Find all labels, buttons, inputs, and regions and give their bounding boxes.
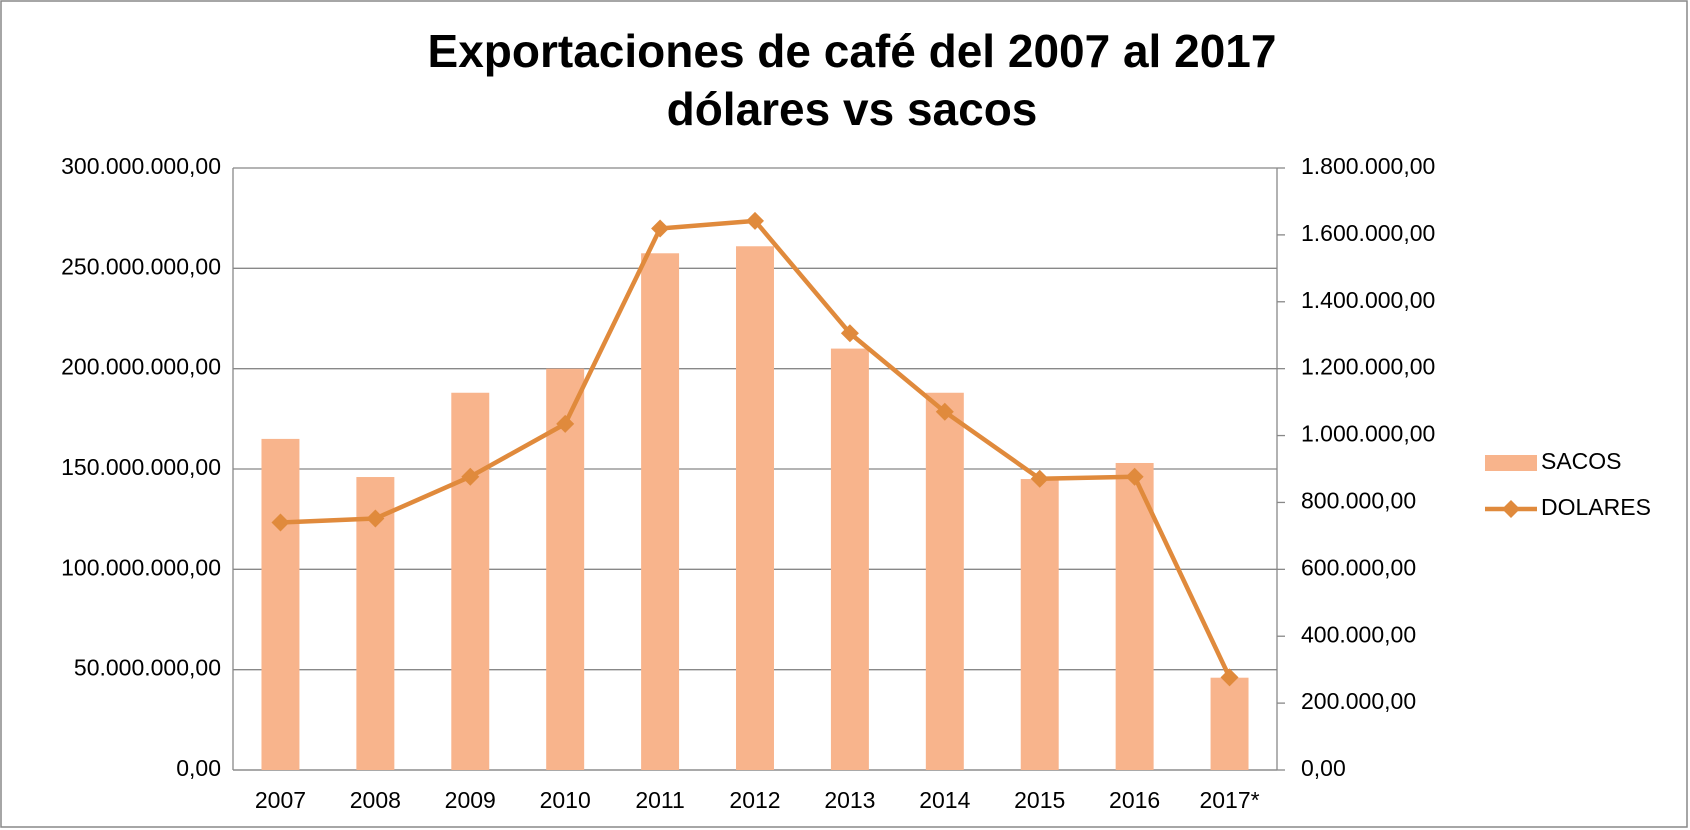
y-tick-label: 100.000.000,00 xyxy=(61,554,221,580)
x-tick-label: 2007 xyxy=(255,787,306,813)
marker xyxy=(271,513,290,532)
legend-label: DOLARES xyxy=(1541,494,1651,520)
marker xyxy=(1220,668,1239,687)
bar xyxy=(736,246,774,770)
bar xyxy=(261,438,300,770)
bar xyxy=(1115,462,1154,770)
bar xyxy=(1020,479,1059,770)
y2-tick-label: 200.000,00 xyxy=(1301,688,1416,714)
bar xyxy=(830,348,869,770)
marker xyxy=(935,402,954,421)
y2-tick-label: 1.200.000,00 xyxy=(1301,354,1435,380)
legend-label: SACOS xyxy=(1541,448,1622,474)
y2-tick-label: 600.000,00 xyxy=(1301,554,1416,580)
x-tick-label: 2012 xyxy=(729,787,780,813)
y2-tick-label: 1.600.000,00 xyxy=(1301,220,1435,246)
marker xyxy=(840,324,859,343)
y2-tick-label: 1.800.000,00 xyxy=(1301,153,1435,179)
y-tick-label: 150.000.000,00 xyxy=(61,454,221,480)
x-tick-label: 2014 xyxy=(919,787,970,813)
y-tick-label: 50.000.000,00 xyxy=(74,655,221,681)
x-tick-label: 2013 xyxy=(824,787,875,813)
marker xyxy=(746,211,764,230)
y-tick-label: 200.000.000,00 xyxy=(61,354,221,380)
y-tick-label: 0,00 xyxy=(176,755,221,781)
x-tick-label: 2015 xyxy=(1014,787,1065,813)
x-tick-label: 2009 xyxy=(445,787,496,813)
marker xyxy=(1125,467,1144,486)
chart-title: Exportaciones de café del 2007 al 2017 xyxy=(428,25,1277,77)
legend-swatch xyxy=(1485,455,1537,471)
bar xyxy=(925,392,964,770)
marker xyxy=(461,467,480,486)
x-tick-label: 2016 xyxy=(1109,787,1160,813)
y2-tick-label: 1.400.000,00 xyxy=(1301,287,1435,313)
y2-tick-label: 800.000,00 xyxy=(1301,488,1416,514)
y2-tick-label: 400.000,00 xyxy=(1301,621,1416,647)
y-tick-label: 300.000.000,00 xyxy=(61,153,221,179)
bar xyxy=(641,253,680,771)
marker xyxy=(556,414,575,433)
bar xyxy=(1210,677,1249,770)
y-tick-label: 250.000.000,00 xyxy=(61,253,221,279)
x-tick-label: 2017* xyxy=(1199,787,1259,813)
y2-tick-label: 1.000.000,00 xyxy=(1301,421,1435,447)
x-tick-label: 2010 xyxy=(540,787,591,813)
marker xyxy=(366,509,385,528)
legend-marker xyxy=(1502,500,1520,518)
x-tick-label: 2008 xyxy=(350,787,401,813)
bar xyxy=(546,368,585,770)
marker xyxy=(1030,469,1049,488)
x-tick-label: 2011 xyxy=(635,787,684,813)
marker xyxy=(651,219,670,238)
y2-tick-label: 0,00 xyxy=(1301,755,1346,781)
bar xyxy=(451,392,490,770)
chart-subtitle: dólares vs sacos xyxy=(667,83,1038,135)
